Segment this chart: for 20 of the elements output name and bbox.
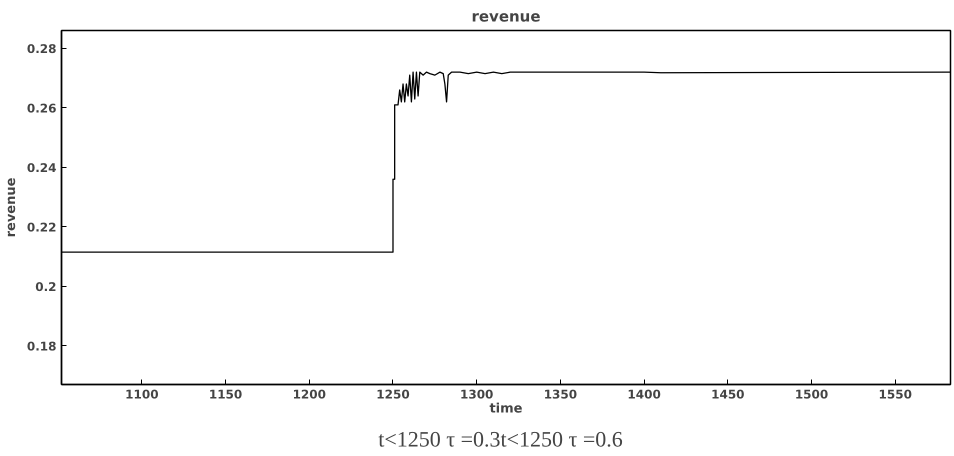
x-tick-label: 1250 — [376, 388, 410, 402]
text: t<1250 τ =0.3t<1250 τ =0.6 — [378, 426, 623, 452]
x-tick-label: 1100 — [125, 388, 159, 402]
x-tick-label: 1200 — [292, 388, 326, 402]
x-tick-label: 1400 — [627, 388, 661, 402]
y-tick-label: 0.18 — [26, 339, 56, 354]
y-axis-title: revenue — [4, 177, 19, 238]
chart-title: revenue — [471, 8, 541, 26]
y-tick-label: 0.2 — [35, 280, 57, 294]
x-axis-title: time — [489, 402, 523, 416]
y-tick-label: 0.22 — [26, 220, 56, 234]
x-tick-label: 1450 — [711, 388, 745, 402]
y-tick-label: 0.28 — [26, 42, 56, 56]
y-tick-label: 0.26 — [26, 101, 56, 116]
x-tick-label: 1150 — [208, 388, 242, 402]
x-tick-label: 1550 — [878, 388, 912, 402]
y-tick-label: 0.24 — [26, 160, 56, 175]
x-tick-label: 1300 — [460, 388, 494, 402]
x-tick-label: 1350 — [544, 388, 578, 402]
x-tick-label: 1500 — [794, 388, 828, 402]
